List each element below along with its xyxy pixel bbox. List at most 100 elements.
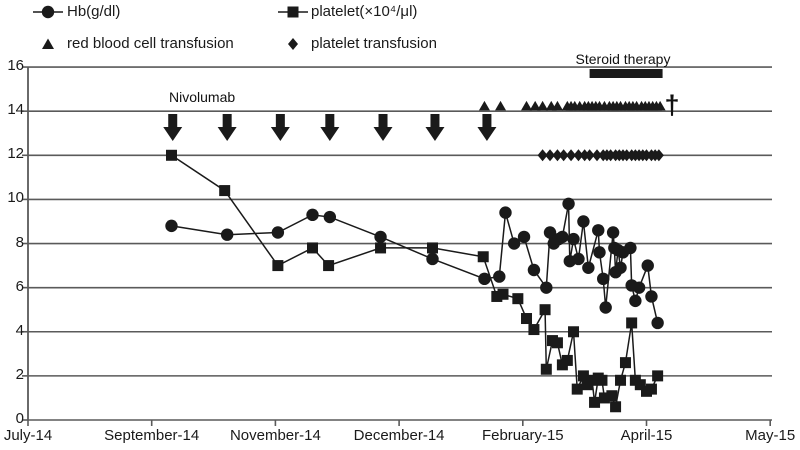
hb-data-point [614,261,627,274]
hb-data-point [597,272,610,286]
hb-data-point [572,252,585,266]
platelet-transfusion-legend-marker-icon [288,38,298,50]
legend-label: platelet transfusion [311,35,437,52]
platelet-data-point [610,401,622,413]
hb-data-point [543,226,557,239]
platelet-data-point [568,326,580,338]
x-axis-label: July-14 [3,427,53,444]
hb-data-point [220,228,234,241]
platelet-data-point [528,324,540,336]
y-axis-label: 8 [15,233,24,251]
y-axis-label: 12 [7,145,24,163]
platelet-data-point [626,317,638,329]
platelet-data-point [634,379,646,391]
platelet-data-point [652,370,664,382]
rbc-transfusion-marker [551,100,563,111]
hb-data-point [527,263,541,277]
x-axis-label: April-15 [620,427,673,444]
nivolumab-arrow [320,114,340,141]
platelet-data-point [540,363,552,375]
platelet-transfusion-marker [584,149,595,162]
platelet-data-point [497,288,509,300]
legend-label: Hb(g/dl) [67,3,121,20]
platelet-transfusion-marker [573,149,584,162]
hb-data-point [493,270,506,283]
platelet-data-point [512,293,524,305]
platelet-data-point [521,313,533,325]
y-axis-label: 0 [15,410,24,427]
hb-data-point [426,252,439,266]
x-axis-label: May-15 [745,427,796,444]
hb-data-point [562,197,575,211]
platelet-data-point [491,290,503,302]
platelet-transfusion-marker [552,149,563,162]
hb-data-point [593,246,606,259]
platelet-data-point [272,260,284,272]
platelet-transfusion-marker [537,149,548,162]
rbc-transfusion-marker [529,100,541,111]
rbc-transfusion-marker [654,100,666,111]
platelet-data-point [551,337,563,349]
hb-data-point [374,230,387,244]
hb-data-point [306,208,319,222]
platelet-data-point [426,242,438,254]
hb-data-point [540,281,553,294]
hb-data-point [592,224,605,237]
hb-data-point [323,210,337,224]
platelet-data-point [477,251,489,263]
platelet-data-point [596,374,608,386]
platelet-data-point [586,374,598,386]
hb-data-point [271,226,285,239]
y-axis-label: 4 [15,321,24,339]
hb-data-point [641,259,654,272]
platelet-transfusion-marker [558,149,569,162]
platelet-data-point [645,383,657,395]
platelet-data-point [606,390,618,402]
nivolumab-arrow [163,114,183,141]
platelet-data-point [571,383,583,395]
platelet-data-point [577,370,589,382]
steroid-therapy-bar [589,69,663,78]
rbc-transfusion-marker [537,100,549,111]
nivolumab-arrow [217,114,237,141]
y-axis-label: 16 [7,57,24,75]
nivolumab-arrow [270,114,290,141]
nivolumab-arrow [477,114,497,141]
hb-legend-marker-icon [41,5,55,19]
steroid-therapy-label: Steroid therapy [575,51,671,67]
hb-data-point [567,232,580,246]
platelet-data-point [561,354,573,366]
y-axis-label: 2 [15,365,24,383]
platelet-data-point [307,242,319,254]
legend-label: platelet(×10⁴/μl) [311,3,418,20]
hb-data-point [629,294,642,308]
platelet-data-point [619,357,631,369]
platelet-data-point [323,260,335,272]
platelet-data-point [598,392,610,404]
hb-data-point [645,290,658,303]
hb-data-point [651,316,664,330]
x-axis-label: November-14 [229,427,321,444]
y-axis-label: 10 [7,189,24,207]
platelet-data-point [539,304,551,316]
platelet-data-point [375,242,387,254]
hb-data-point [599,301,612,314]
x-axis-label: December-14 [353,427,445,444]
nivolumab-label: Nivolumab [169,89,236,105]
hb-data-point [632,281,646,294]
hb-data-point [478,272,491,286]
nivolumab-arrow [425,114,445,141]
hb-data-point [507,237,521,250]
rbc-transfusion-marker [521,100,533,111]
hb-data-point [517,230,531,244]
platelet-transfusion-marker [653,149,664,162]
rbc-transfusion-marker [495,100,507,111]
legend-label: red blood cell transfusion [67,35,234,52]
platelet-data-point [615,374,627,386]
hb-data-point [582,261,595,274]
hb-data-point [556,230,569,244]
x-axis-label: September-14 [104,427,200,444]
platelet-data-point [589,396,601,408]
